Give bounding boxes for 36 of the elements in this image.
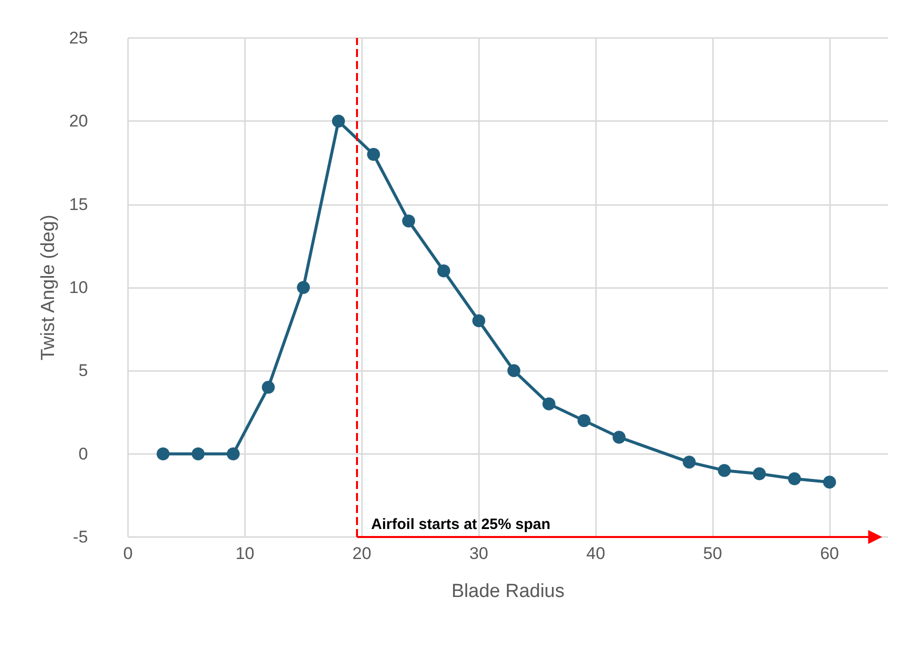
point xyxy=(332,114,345,128)
point xyxy=(823,476,836,489)
y-tick-label: 20 xyxy=(69,112,88,131)
point xyxy=(752,467,766,480)
point xyxy=(262,380,275,394)
point xyxy=(578,414,590,428)
y-tick-label: 10 xyxy=(69,278,88,297)
x-tick-label: 60 xyxy=(820,544,839,563)
y-tick-label: 15 xyxy=(69,194,88,214)
x-tick-label: 20 xyxy=(352,544,372,563)
y-tick-label: 5 xyxy=(78,361,88,380)
point xyxy=(226,447,240,460)
x-tick-label: 50 xyxy=(703,544,722,563)
point xyxy=(612,430,626,444)
point xyxy=(682,456,696,469)
point xyxy=(472,314,486,328)
point xyxy=(507,364,520,378)
point xyxy=(718,464,731,477)
x-tick-label: 10 xyxy=(235,544,254,563)
point xyxy=(192,447,205,460)
x-tick-label: 30 xyxy=(469,544,488,563)
x-axis-title: Blade Radius xyxy=(451,581,565,602)
point xyxy=(437,264,450,278)
point xyxy=(367,148,380,161)
y-tick-label: 0 xyxy=(78,444,88,464)
point xyxy=(156,447,170,460)
point xyxy=(402,214,416,228)
point xyxy=(788,472,801,486)
y-axis-title: Twist Angle (deg) xyxy=(38,214,60,360)
x-tick-label: 40 xyxy=(586,544,606,563)
x-tick-label: 0 xyxy=(123,544,133,563)
point xyxy=(542,397,556,410)
point xyxy=(296,281,310,294)
annotation: Airfoil starts at 25% span xyxy=(371,516,550,533)
y-tick-label: -5 xyxy=(72,528,88,546)
y-tick-label: 25 xyxy=(69,28,88,48)
